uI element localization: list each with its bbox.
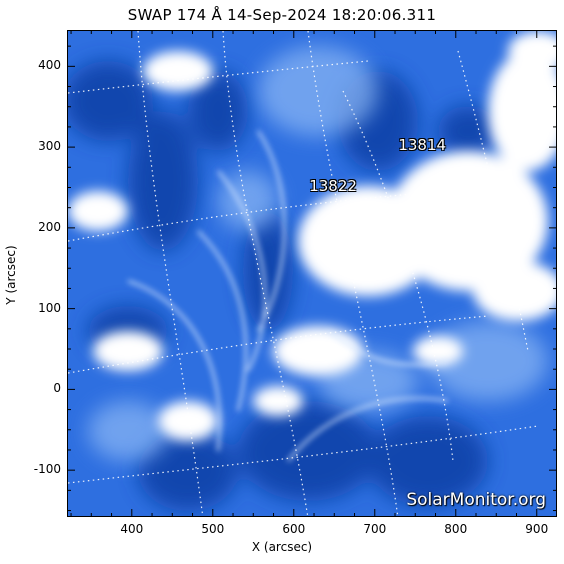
x-tick-label: 400 <box>120 522 144 536</box>
x-tick-label: 600 <box>282 522 306 536</box>
x-tick-label: 800 <box>444 522 468 536</box>
solar-image-panel: 13814 13822 SolarMonitor.org <box>67 30 557 517</box>
x-tick-label: 500 <box>201 522 225 536</box>
y-tick-label: 200 <box>38 219 61 234</box>
x-tick-label: 700 <box>363 522 387 536</box>
active-region-label: 13822 <box>309 176 357 195</box>
y-tick-label: 100 <box>38 300 61 315</box>
y-tick-label: 400 <box>38 58 61 73</box>
euv-solar-image <box>68 31 556 516</box>
y-axis-label: Y (arcsec) <box>4 245 18 305</box>
active-region-label: 13814 <box>398 136 447 155</box>
y-tick-label: 0 <box>53 381 61 396</box>
y-tick-label: -100 <box>33 462 61 477</box>
x-tick-label: 900 <box>525 522 549 536</box>
image-title: SWAP 174 Å 14-Sep-2024 18:20:06.311 <box>127 6 437 24</box>
y-tick-label: 300 <box>38 139 61 154</box>
x-axis-label: X (arcsec) <box>251 540 313 554</box>
watermark: SolarMonitor.org <box>406 490 546 510</box>
